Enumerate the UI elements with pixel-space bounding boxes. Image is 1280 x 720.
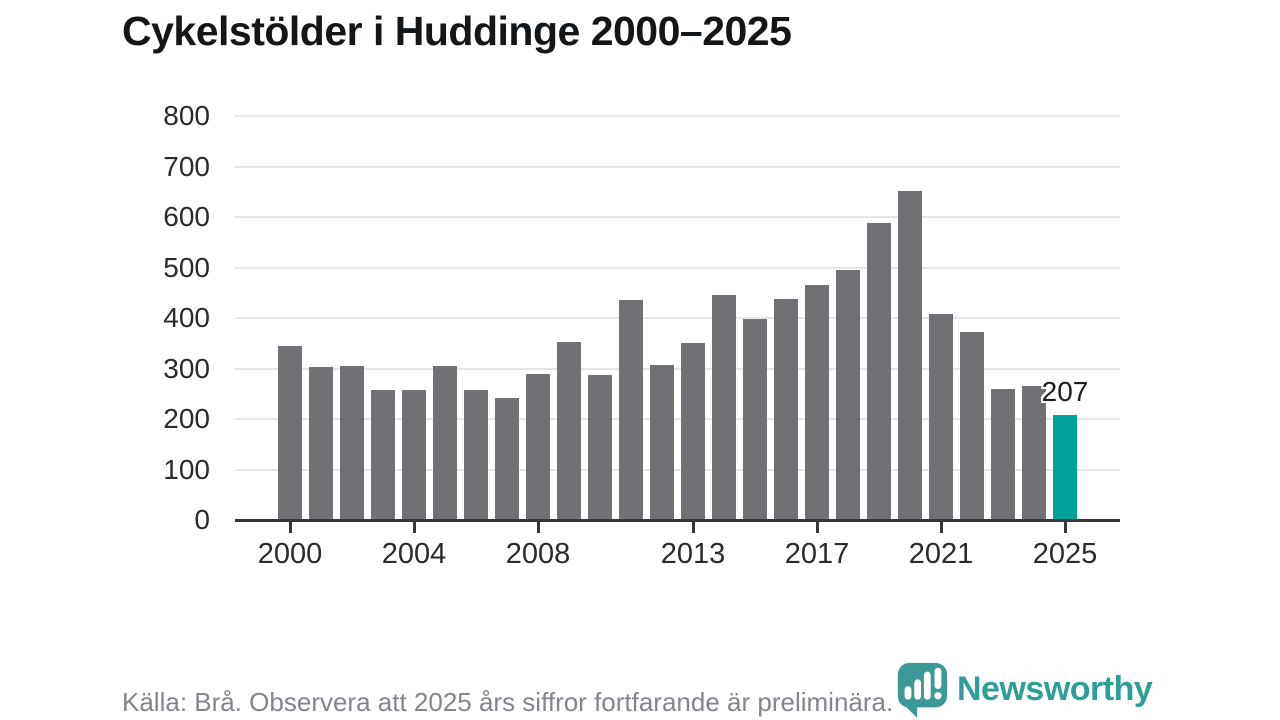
bar-2022 xyxy=(960,331,984,520)
y-axis-tick-label: 100 xyxy=(163,453,210,485)
bar-2020 xyxy=(898,191,922,520)
x-axis-tick-label: 2000 xyxy=(257,538,323,570)
gridline-200 xyxy=(235,418,1120,420)
y-axis-tick-label: 400 xyxy=(163,302,210,333)
x-axis-tick xyxy=(1063,522,1067,533)
gridline-100 xyxy=(235,468,1120,471)
bar-2012 xyxy=(650,365,674,520)
bar-2025 xyxy=(1053,415,1077,520)
y-axis-tick-label: 700 xyxy=(163,150,210,182)
bar-2003 xyxy=(371,390,395,520)
gridline-600 xyxy=(235,216,1120,218)
gridline-700 xyxy=(235,165,1120,168)
bar-2016 xyxy=(774,298,798,520)
x-axis-tick-label: 2004 xyxy=(381,538,447,570)
bar-2018 xyxy=(836,269,860,520)
x-axis-tick xyxy=(815,522,819,533)
bar-2010 xyxy=(588,375,612,520)
bar-2023 xyxy=(991,388,1015,520)
bar-2019 xyxy=(867,223,891,520)
bar-2021 xyxy=(929,313,953,520)
x-axis-tick-label: 2017 xyxy=(784,538,850,570)
bar-2014 xyxy=(712,295,736,520)
newsworthy-chart-bubble-icon xyxy=(897,662,948,718)
bar-2015 xyxy=(743,319,767,520)
bar-2013 xyxy=(681,343,705,520)
gridline-500 xyxy=(235,266,1120,269)
y-axis-tick-label: 300 xyxy=(163,352,210,384)
bar-2024 xyxy=(1022,386,1046,520)
chart-title: Cykelstölder i Huddinge 2000–2025 xyxy=(122,8,792,54)
x-axis-tick xyxy=(691,522,695,533)
y-axis-tick-label: 600 xyxy=(163,201,210,232)
gridline-300 xyxy=(235,367,1120,370)
gridline-400 xyxy=(235,317,1120,319)
y-axis-tick-label: 0 xyxy=(194,504,210,535)
bar-2005 xyxy=(433,365,457,520)
x-axis-tick-label: 2008 xyxy=(505,538,571,570)
bar-value-annotation: 207 xyxy=(1041,376,1089,408)
bar-2011 xyxy=(619,299,643,520)
bar-2002 xyxy=(340,366,364,520)
x-axis-tick xyxy=(288,522,292,533)
newsworthy-logo-text: Newsworthy xyxy=(957,669,1153,708)
newsworthy-logo: Newsworthy xyxy=(893,660,1153,718)
x-axis-tick xyxy=(412,522,416,533)
bar-2008 xyxy=(526,373,550,520)
bar-2009 xyxy=(557,341,581,520)
x-axis-tick-label: 2013 xyxy=(660,538,726,570)
source-note: Källa: Brå. Observera att 2025 års siffr… xyxy=(122,687,894,717)
bar-2007 xyxy=(495,397,519,520)
x-axis-line xyxy=(235,519,1120,522)
y-axis-tick-label: 800 xyxy=(163,100,210,131)
x-axis-tick xyxy=(536,522,540,533)
x-axis-tick-label: 2025 xyxy=(1032,538,1098,570)
bar-2017 xyxy=(805,284,829,520)
gridline-800 xyxy=(235,115,1120,117)
y-axis-tick-label: 200 xyxy=(163,403,210,434)
x-axis-tick-label: 2021 xyxy=(908,538,974,570)
bar-2006 xyxy=(464,390,488,520)
bar-2000 xyxy=(278,345,302,520)
bar-2001 xyxy=(309,367,333,520)
y-axis-tick-label: 500 xyxy=(163,251,210,283)
bar-2004 xyxy=(402,390,426,520)
x-axis-tick xyxy=(939,522,943,533)
